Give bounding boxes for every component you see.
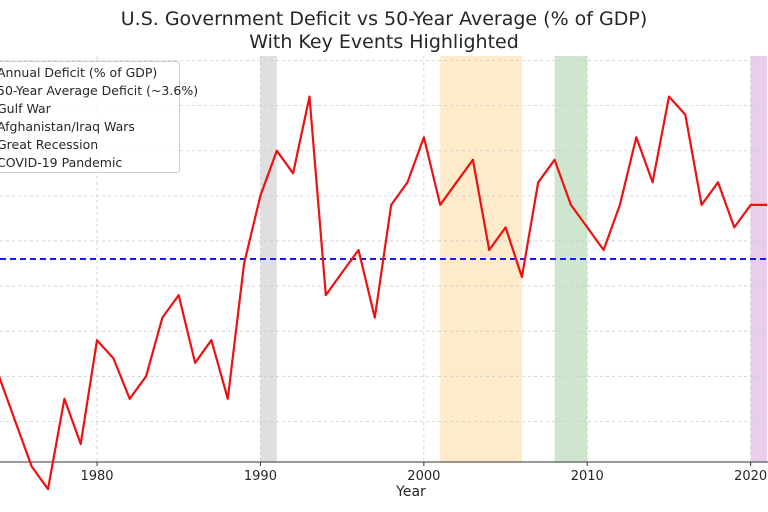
x-tick-label: 2020 — [734, 469, 767, 484]
legend-item-great-recession: Great Recession — [0, 137, 99, 152]
x-tick-label: 1990 — [244, 469, 277, 484]
event-span-gulf-war — [260, 56, 277, 462]
legend-item-afghan-iraq: Afghanistan/Iraq Wars — [0, 119, 135, 134]
legend-item-covid: COVID-19 Pandemic — [0, 155, 123, 170]
x-tick-label: 2000 — [407, 469, 440, 484]
x-tick-label: 2010 — [571, 469, 604, 484]
x-tick-label: 1980 — [80, 469, 113, 484]
legend: Annual Deficit (% of GDP) 50-Year Averag… — [0, 61, 198, 173]
x-axis-label: Year — [395, 484, 426, 500]
annual-deficit-line — [0, 95, 767, 491]
legend-item-annual-deficit: Annual Deficit (% of GDP) — [0, 65, 158, 80]
chart-subtitle: With Key Events Highlighted — [249, 31, 519, 53]
event-span-covid-19-pandemic — [750, 56, 767, 462]
chart-title: U.S. Government Deficit vs 50-Year Avera… — [120, 8, 648, 30]
legend-item-average: 50-Year Average Deficit (~3.6%) — [0, 83, 199, 98]
legend-item-gulf-war: Gulf War — [0, 101, 51, 116]
